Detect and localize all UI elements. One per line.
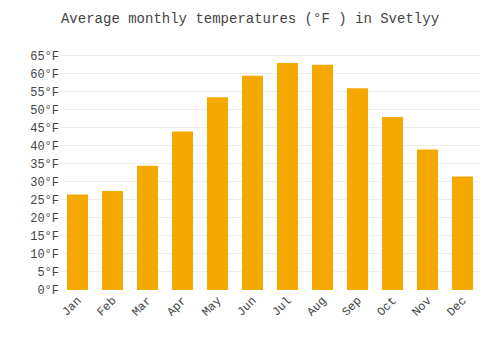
svg-text:65°F: 65°F — [30, 50, 59, 64]
svg-text:Average monthly temperatures (: Average monthly temperatures (°F ) in Sv… — [61, 11, 439, 27]
svg-text:40°F: 40°F — [30, 140, 59, 154]
svg-text:60°F: 60°F — [30, 68, 59, 82]
svg-text:Mar: Mar — [129, 294, 154, 319]
svg-text:10°F: 10°F — [30, 248, 59, 262]
svg-text:Jun: Jun — [234, 294, 259, 319]
svg-text:20°F: 20°F — [30, 212, 59, 226]
svg-text:Oct: Oct — [374, 294, 399, 319]
svg-text:Jan: Jan — [59, 294, 84, 319]
svg-text:0°F: 0°F — [37, 284, 59, 298]
svg-text:Jul: Jul — [269, 294, 294, 319]
svg-text:Feb: Feb — [94, 294, 119, 319]
svg-text:35°F: 35°F — [30, 158, 59, 172]
svg-text:50°F: 50°F — [30, 104, 59, 118]
svg-text:Aug: Aug — [304, 294, 329, 319]
svg-text:5°F: 5°F — [37, 266, 59, 280]
svg-text:Sep: Sep — [339, 294, 364, 319]
svg-text:Nov: Nov — [409, 294, 434, 319]
svg-text:15°F: 15°F — [30, 230, 59, 244]
svg-text:Dec: Dec — [444, 294, 469, 319]
svg-text:45°F: 45°F — [30, 122, 59, 136]
svg-text:30°F: 30°F — [30, 176, 59, 190]
svg-text:Apr: Apr — [164, 294, 189, 319]
svg-text:May: May — [199, 294, 224, 319]
svg-text:55°F: 55°F — [30, 86, 59, 100]
svg-text:25°F: 25°F — [30, 194, 59, 208]
